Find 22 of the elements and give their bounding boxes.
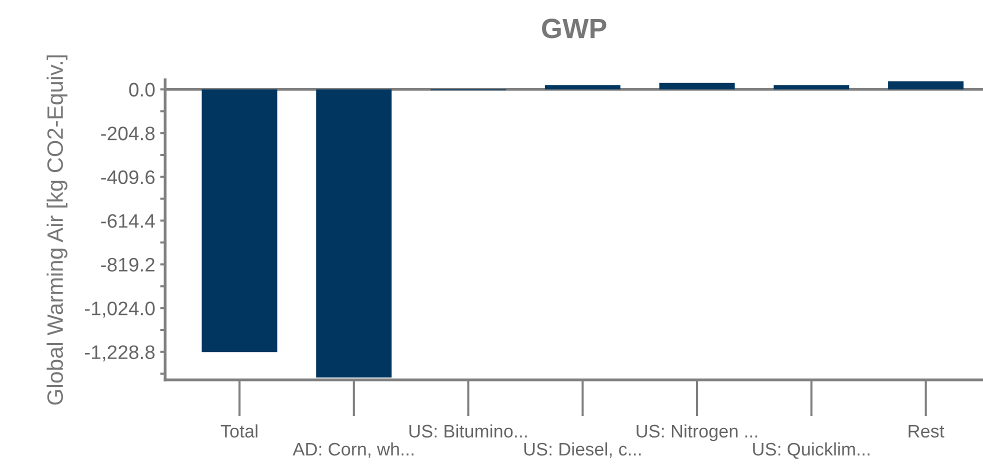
bar bbox=[316, 89, 392, 378]
bar bbox=[774, 85, 850, 90]
y-tick-label: -819.2 bbox=[101, 258, 154, 272]
x-tick-label: US: Diesel, c... bbox=[524, 442, 641, 458]
y-tick-label: -204.8 bbox=[101, 126, 155, 140]
x-tick-label: US: Quicklim... bbox=[753, 442, 870, 459]
y-tick-label: -1,024.0 bbox=[84, 302, 155, 318]
x-tick-label: US: Bitumino... bbox=[409, 424, 527, 438]
bar bbox=[888, 81, 964, 90]
x-tick-label: Rest bbox=[908, 424, 944, 438]
y-tick-label: 0.0 bbox=[129, 82, 155, 97]
x-tick-label: AD: Corn, wh... bbox=[292, 442, 414, 458]
x-tick-label: US: Nitrogen ... bbox=[636, 424, 758, 442]
y-axis-title: Global Warming Air [kg CO2-Equiv.] bbox=[46, 55, 68, 405]
bar bbox=[659, 82, 735, 90]
bar bbox=[544, 85, 620, 90]
y-tick-label: -614.4 bbox=[101, 214, 155, 228]
chart-title: GWP bbox=[542, 18, 606, 38]
x-tick-label: Total bbox=[220, 424, 258, 438]
bar bbox=[202, 89, 278, 352]
y-tick-label: -409.6 bbox=[101, 170, 155, 184]
y-tick-label: -1,228.8 bbox=[84, 345, 155, 362]
